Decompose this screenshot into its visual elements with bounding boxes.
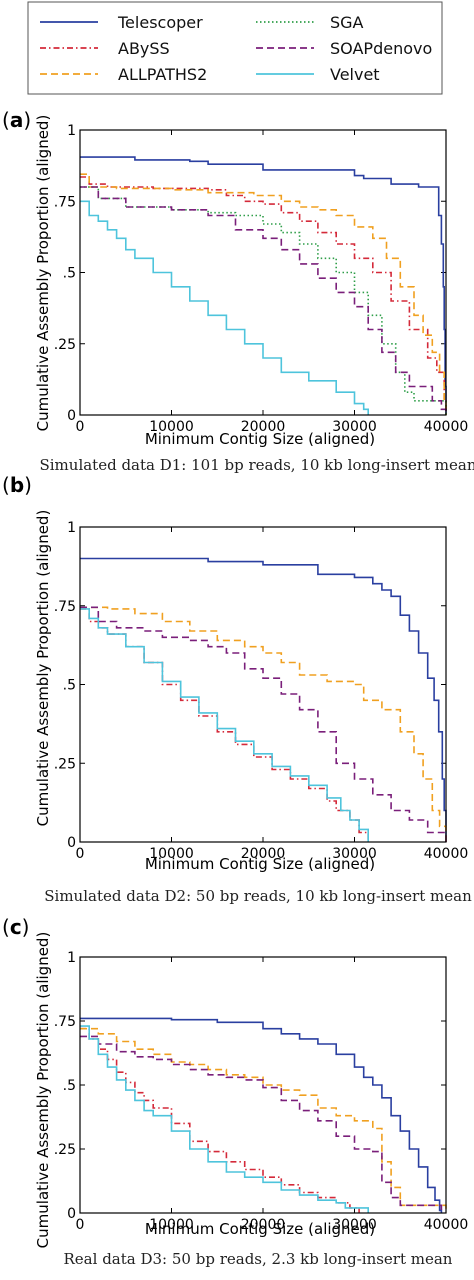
panel-a-series-sga [80, 186, 447, 415]
panel-c-x-axis-title: Minimum Contig Size (aligned) [145, 1220, 375, 1238]
panel-a-x-tick-label: 30000 [332, 419, 377, 435]
panel-a-series [80, 156, 447, 415]
panel-b-x-tick-label: 20000 [241, 846, 286, 862]
panel-c-x-tick-label: 40000 [424, 1217, 469, 1233]
panel-b-y-tick-label: .75 [54, 599, 76, 615]
panel-b-series-telescoper [80, 557, 447, 842]
panel-b-series [80, 557, 447, 842]
panel-a-letter: a [10, 108, 24, 132]
panel-a-y-tick-label: 1 [67, 123, 76, 139]
panel-c-y-tick-label: 1 [67, 950, 76, 966]
panel-b-plot-frame [79, 526, 447, 843]
panel-c-caption: Real data D3: 50 bp reads, 2.3 kb long-i… [64, 1250, 453, 1268]
panel-a-y-tick-label: .5 [63, 266, 76, 282]
panel-a-caption: Simulated data D1: 101 bp reads, 10 kb l… [39, 456, 474, 474]
panel-c-x-tick-label: 30000 [332, 1217, 377, 1233]
panel-b: (b) Cumulative Assembly Proportion (alig… [2, 473, 472, 905]
panel-b-series-soapdenovo [80, 606, 447, 842]
legend-label-sga: SGA [330, 13, 364, 32]
panel-a-series-telescoper [80, 156, 447, 415]
panel-a-y-tick-label: .75 [54, 194, 76, 210]
panel-a-label: (a) [2, 108, 31, 132]
panel-c-plot-frame [79, 956, 447, 1214]
panel-a-x-tick-label: 20000 [241, 419, 286, 435]
panel-b-series-abyss [80, 608, 369, 842]
panel-c-label: (c) [2, 915, 29, 939]
panel-b-x-tick-label: 30000 [332, 846, 377, 862]
panel-b-ticks: 0 10000 20000 30000 40000 0 .25 .5 .75 1 [54, 520, 469, 862]
panel-c-series-soapdenovo [80, 1035, 443, 1213]
panel-c-y-tick-label: .75 [54, 1014, 76, 1030]
panel-a-x-tick-label: 10000 [149, 419, 194, 435]
panel-c-series-telescoper [80, 1017, 443, 1213]
panel-a-x-axis-title: Minimum Contig Size (aligned) [145, 430, 375, 448]
panel-b-x-tick-label: 40000 [424, 846, 469, 862]
panel-b-y-axis-title: Cumulative Assembly Proportion (aligned) [34, 510, 52, 827]
panel-c-y-tick-label: 0 [67, 1206, 76, 1222]
panel-a-series-allpaths2 [80, 173, 447, 415]
panel-b-y-tick-label: 1 [67, 520, 76, 536]
legend-label-allpaths2: ALLPATHS2 [118, 65, 207, 84]
panel-c-series-allpaths2 [80, 1027, 447, 1213]
panel-a-x-tick-label: 40000 [424, 419, 469, 435]
panel-b-caption: Simulated data D2: 50 bp reads, 10 kb lo… [44, 887, 472, 905]
panel-a-plot-frame [79, 129, 447, 416]
panel-b-series-velvet [80, 608, 369, 842]
panel-b-x-tick-label: 10000 [149, 846, 194, 862]
panel-b-x-tick-label: 0 [76, 846, 85, 862]
legend: Telescoper ABySS ALLPATHS2 SGA SOAPdenovo Vel… [27, 1, 443, 95]
panel-c-series-velvet [80, 1025, 369, 1213]
panel-a-x-tick-label: 0 [76, 419, 85, 435]
legend-label-soapdenovo: SOAPdenovo [330, 39, 432, 58]
panel-c-ticks: 0 10000 20000 30000 40000 0 .25 .5 .75 1 [54, 950, 469, 1233]
panel-b-letter: b [10, 473, 24, 497]
panel-c-x-tick-label: 20000 [241, 1217, 286, 1233]
panel-a-y-tick-label: 0 [67, 408, 76, 424]
legend-label-telescoper: Telescoper [117, 13, 203, 32]
panel-c-letter: c [10, 915, 22, 939]
panel-a-series-abyss [80, 176, 447, 415]
panel-c-y-axis-title: Cumulative Assembly Proportion (aligned) [34, 932, 52, 1249]
panel-c: (c) Cumulative Assembly Proportion (alig… [2, 915, 468, 1268]
panel-b-label: (b) [2, 473, 32, 497]
panel-b-series-allpaths2 [80, 606, 447, 842]
panel-a-series-soapdenovo [80, 186, 447, 415]
panel-c-x-tick-label: 0 [76, 1217, 85, 1233]
panel-b-y-tick-label: .25 [54, 756, 76, 772]
panel-c-x-tick-label: 10000 [149, 1217, 194, 1233]
panel-a-series-velvet [80, 200, 369, 415]
panel-b-y-tick-label: 0 [67, 835, 76, 851]
panel-a-ticks: 0 10000 20000 30000 40000 0 .25 .5 .75 1 [54, 123, 469, 435]
panel-b-x-axis-title: Minimum Contig Size (aligned) [145, 855, 375, 873]
panel-a: (a) Cumulative Assembly Proportion (alig… [2, 108, 474, 474]
panel-c-series [80, 1017, 447, 1213]
legend-label-abyss: ABySS [118, 39, 170, 58]
panel-b-y-tick-label: .5 [63, 678, 76, 694]
panel-c-y-tick-label: .25 [54, 1142, 76, 1158]
panel-c-y-tick-label: .5 [63, 1078, 76, 1094]
legend-label-velvet: Velvet [330, 65, 380, 84]
panel-c-series-abyss [80, 1027, 360, 1213]
panel-a-y-tick-label: .25 [54, 337, 76, 353]
panel-a-y-axis-title: Cumulative Assembly Proportion (aligned) [34, 115, 52, 432]
